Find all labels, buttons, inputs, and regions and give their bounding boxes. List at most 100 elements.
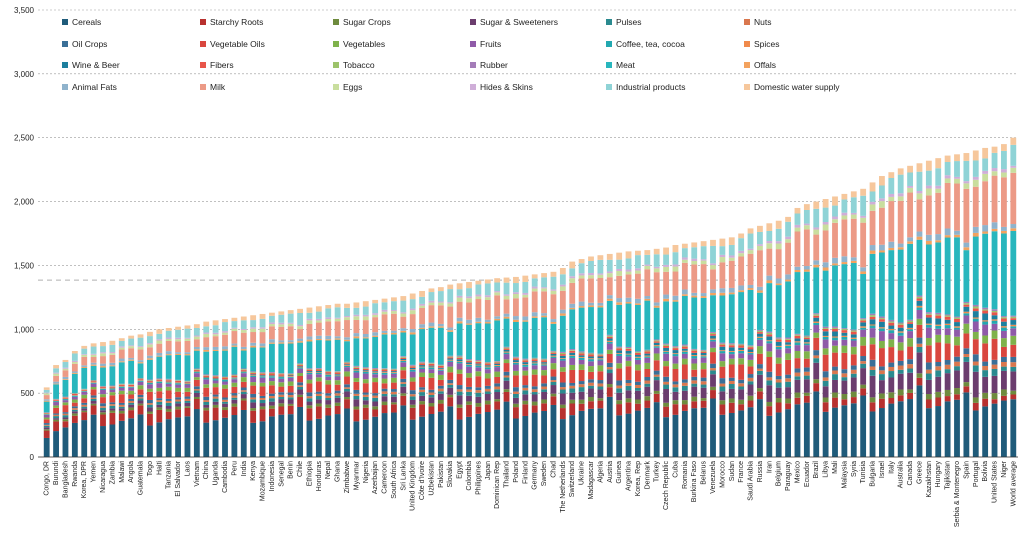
bar-segment bbox=[559, 355, 566, 359]
bar-segment bbox=[456, 295, 463, 298]
bar-segment bbox=[362, 368, 369, 369]
bar-segment bbox=[1001, 395, 1007, 401]
bar-segment bbox=[372, 299, 379, 304]
bar-segment bbox=[550, 353, 557, 356]
legend-label: Meat bbox=[616, 60, 636, 70]
bar-segment bbox=[475, 321, 482, 324]
bar-group bbox=[832, 196, 838, 457]
bar-segment bbox=[897, 335, 904, 343]
bar-segment bbox=[344, 367, 350, 372]
bar-segment bbox=[813, 379, 820, 384]
bar-segment bbox=[372, 371, 379, 372]
bar-segment bbox=[240, 394, 247, 399]
x-tick-label: Nigeria bbox=[363, 461, 370, 483]
bar-segment bbox=[653, 390, 660, 394]
bar-segment bbox=[635, 381, 641, 385]
bar-segment bbox=[625, 269, 632, 272]
bar-segment bbox=[306, 420, 313, 457]
bar-segment bbox=[606, 349, 613, 354]
bar-segment bbox=[606, 343, 613, 350]
bar-segment bbox=[841, 405, 848, 457]
bar-segment bbox=[184, 381, 191, 382]
bar-segment bbox=[578, 352, 585, 354]
bar-segment bbox=[850, 330, 857, 332]
bar-segment bbox=[128, 407, 135, 411]
bar-segment bbox=[353, 372, 360, 379]
bar-segment bbox=[306, 341, 313, 369]
bar-segment bbox=[691, 264, 698, 293]
bar-segment bbox=[203, 378, 210, 380]
bar-segment bbox=[372, 317, 379, 333]
bar-segment bbox=[381, 371, 388, 373]
bar-segment bbox=[813, 325, 820, 333]
bar-segment bbox=[259, 406, 266, 410]
bar-segment bbox=[306, 307, 313, 313]
bar-segment bbox=[203, 349, 210, 352]
bar-segment bbox=[353, 365, 360, 367]
bar-segment bbox=[128, 384, 135, 387]
bar-segment bbox=[822, 267, 829, 271]
bar-group bbox=[362, 301, 369, 457]
bar-segment bbox=[306, 369, 313, 372]
bar-segment bbox=[90, 389, 97, 396]
bar-segment bbox=[728, 345, 735, 348]
bar-group bbox=[803, 204, 810, 457]
bar-segment bbox=[672, 387, 679, 392]
bar-segment bbox=[541, 386, 547, 390]
bar-segment bbox=[128, 357, 135, 360]
bar-segment bbox=[991, 364, 998, 369]
bar-segment bbox=[400, 382, 407, 384]
bar-group bbox=[306, 307, 313, 457]
bar-segment bbox=[588, 385, 594, 389]
bar-segment bbox=[381, 314, 388, 331]
bar-segment bbox=[419, 369, 425, 373]
bar-segment bbox=[137, 362, 144, 364]
bar-segment bbox=[1001, 172, 1007, 178]
bar-segment bbox=[62, 417, 69, 420]
bar-segment bbox=[353, 389, 360, 394]
bar-segment bbox=[757, 368, 763, 371]
bar-segment bbox=[306, 383, 313, 393]
bar-segment bbox=[1001, 327, 1007, 331]
bar-segment bbox=[344, 396, 350, 400]
bar-segment bbox=[419, 324, 425, 328]
bar-segment bbox=[147, 391, 153, 400]
bar-segment bbox=[954, 394, 960, 400]
bar-segment bbox=[353, 406, 360, 410]
bar-segment bbox=[625, 354, 632, 357]
bar-segment bbox=[963, 354, 970, 357]
bar-segment bbox=[738, 353, 745, 359]
bar-segment bbox=[109, 354, 116, 363]
legend-item: Tobacco bbox=[333, 60, 375, 70]
bar-group bbox=[766, 223, 773, 457]
bar-segment bbox=[203, 347, 210, 350]
bar-segment bbox=[1001, 330, 1007, 339]
bar-segment bbox=[550, 276, 557, 290]
bar-segment bbox=[653, 353, 660, 361]
bar-segment bbox=[278, 314, 285, 323]
bar-segment bbox=[925, 394, 932, 400]
bar-segment bbox=[456, 404, 463, 408]
bar-segment bbox=[897, 324, 904, 328]
bar-segment bbox=[879, 176, 885, 186]
bar-segment bbox=[747, 253, 754, 285]
bar-segment bbox=[991, 222, 998, 229]
x-tick-label: Chile bbox=[297, 461, 304, 477]
bar-segment bbox=[747, 395, 754, 401]
bar-segment bbox=[344, 316, 350, 318]
bar-segment bbox=[907, 320, 913, 323]
legend-label: Hides & Skins bbox=[480, 82, 533, 92]
bar-segment bbox=[691, 386, 698, 397]
bar-segment bbox=[775, 249, 782, 279]
bar-segment bbox=[344, 376, 350, 385]
bar-segment bbox=[344, 361, 350, 363]
bar-segment bbox=[954, 345, 960, 357]
bar-segment bbox=[306, 368, 313, 370]
bar-segment bbox=[240, 330, 247, 333]
y-tick-label: 1,000 bbox=[14, 325, 35, 334]
bar-segment bbox=[738, 253, 745, 257]
bar-segment bbox=[193, 369, 200, 371]
bar-segment bbox=[231, 321, 238, 328]
bar-segment bbox=[297, 406, 303, 457]
bar-segment bbox=[954, 399, 960, 457]
